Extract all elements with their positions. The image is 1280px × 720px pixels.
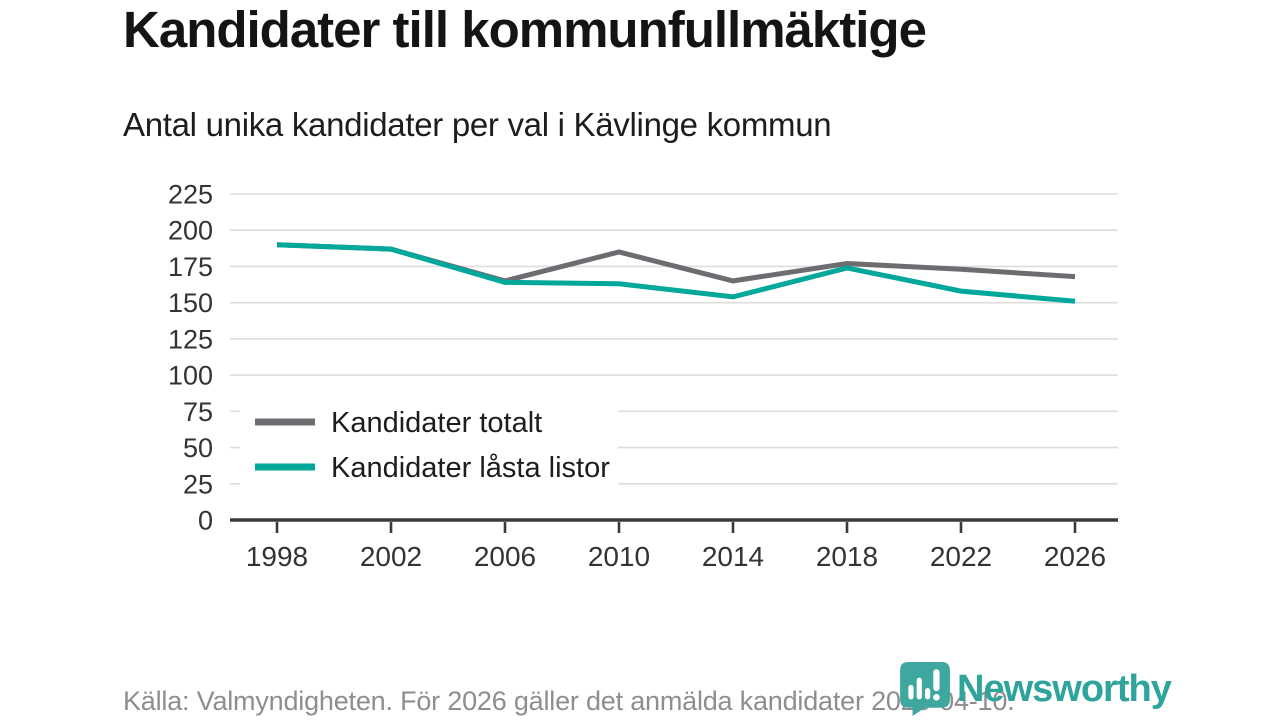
x-tick-label: 2022 [930,541,992,572]
logo-bar-icon [908,684,914,700]
newsworthy-logo-text: Newsworthy [957,667,1172,710]
logo-exclamation-icon [933,669,940,692]
logo-bar-icon [916,677,922,700]
y-tick-label: 175 [168,252,213,282]
newsworthy-logo: Newsworthy [900,662,1172,716]
legend-background [240,399,618,499]
x-tick-label: 2010 [588,541,650,572]
y-tick-label: 75 [183,397,213,427]
y-tick-label: 225 [168,180,213,210]
y-tick-label: 125 [168,324,213,354]
logo-exclamation-dot-icon [933,693,940,701]
series-line [276,242,1076,304]
y-tick-label: 50 [183,433,213,463]
y-tick-label: 200 [168,216,213,246]
x-tick-label: 2018 [816,541,878,572]
x-tick-label: 2002 [360,541,422,572]
source-note: Källa: Valmyndigheten. För 2026 gäller d… [123,686,1015,716]
line-chart-canvas: 0 25 50 75 100 125 150 175 200 225 Kandidater tota… [168,180,1118,572]
chart-subtitle: Antal unika kandidater per val i Kävling… [123,106,832,143]
chart-title: Kandidater till kommunfullmäktige [123,1,927,58]
logo-bar-icon [925,687,931,700]
y-tick-label: 25 [183,469,213,499]
x-tick-label: 2006 [474,541,536,572]
x-tick-label: 2026 [1044,541,1106,572]
legend-label: Kandidater totalt [331,407,542,439]
y-tick-label: 150 [168,288,213,318]
y-tick-label: 100 [168,361,213,391]
y-tick-label: 0 [198,506,213,536]
x-tick-label: 1998 [246,541,308,572]
newsworthy-logo-icon [900,662,950,716]
x-tick-label: 2014 [702,541,764,572]
legend-label: Kandidater låsta listor [331,452,610,484]
